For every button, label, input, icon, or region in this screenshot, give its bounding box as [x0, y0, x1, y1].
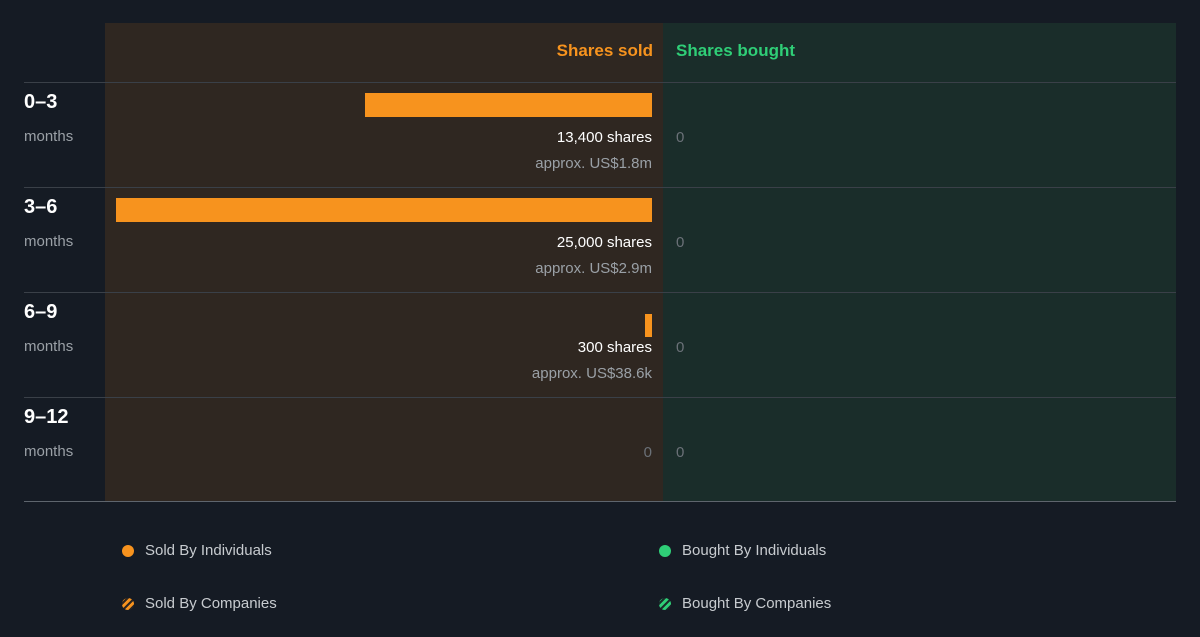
period-row-6-9: 6–9 months 300 shares approx. US$38.6k 0 [0, 293, 1200, 398]
legend-bought-by-individuals[interactable]: Bought By Individuals [659, 542, 826, 559]
period-unit: months [24, 128, 74, 145]
orange-dot-icon [122, 544, 134, 557]
legend-sold-by-companies[interactable]: Sold By Companies [122, 595, 277, 612]
sold-shares-label: 13,400 shares [556, 129, 652, 146]
period-label: 3–6 [24, 196, 58, 218]
sold-shares-label: 25,000 shares [556, 234, 652, 251]
bought-value-label: 0 [676, 444, 685, 461]
period-label: 0–3 [24, 91, 58, 113]
legend-sold-by-individuals[interactable]: Sold By Individuals [122, 542, 272, 559]
legend-bought-by-companies[interactable]: Bought By Companies [659, 595, 831, 612]
period-unit: months [24, 338, 74, 355]
row-divider [24, 187, 1176, 188]
period-unit: months [24, 233, 74, 250]
sold-bar [364, 93, 652, 117]
sold-bar [116, 198, 652, 222]
legend-label: Sold By Individuals [145, 542, 272, 559]
bought-value-label: 0 [676, 129, 685, 146]
row-divider [24, 82, 1176, 83]
shares-bought-panel [663, 23, 1176, 501]
period-label: 9–12 [24, 406, 69, 428]
period-row-9-12: 9–12 months 0 0 [0, 398, 1200, 503]
sold-value-label: approx. US$2.9m [535, 260, 652, 277]
sold-value-label: 0 [643, 444, 652, 461]
row-divider [24, 397, 1176, 398]
sold-value-label: approx. US$38.6k [531, 365, 652, 382]
legend-label: Bought By Individuals [682, 542, 827, 559]
striped-orange-dot-icon [122, 597, 134, 610]
period-label: 6–9 [24, 301, 58, 323]
green-dot-icon [659, 544, 671, 557]
period-row-0-3: 0–3 months 13,400 shares approx. US$1.8m… [0, 83, 1200, 188]
bought-value-label: 0 [676, 234, 685, 251]
row-divider [24, 292, 1176, 293]
shares-bought-header: Shares bought [676, 41, 796, 60]
chart-baseline [24, 501, 1176, 502]
striped-green-dot-icon [659, 597, 671, 610]
sold-bar [645, 314, 652, 337]
sold-value-label: approx. US$1.8m [535, 155, 652, 172]
legend-label: Sold By Companies [145, 595, 277, 612]
sold-shares-label: 300 shares [577, 339, 652, 356]
bought-value-label: 0 [676, 339, 685, 356]
period-unit: months [24, 443, 74, 460]
legend-label: Bought By Companies [682, 595, 832, 612]
shares-sold-header: Shares sold [556, 41, 653, 60]
period-row-3-6: 3–6 months 25,000 shares approx. US$2.9m… [0, 188, 1200, 293]
